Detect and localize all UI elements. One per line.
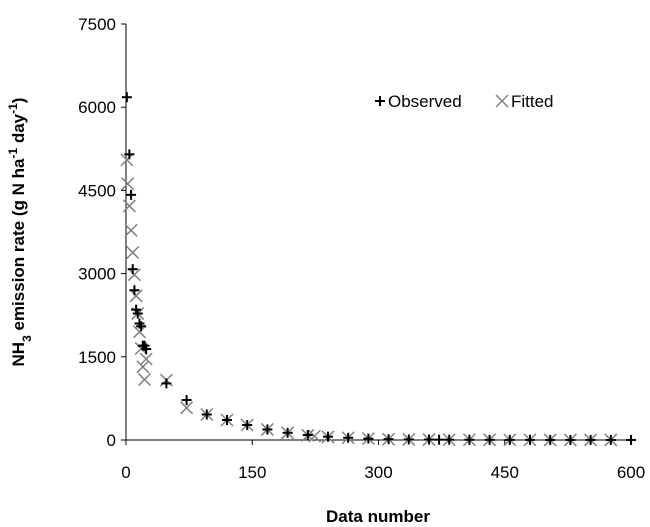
y-axis-title-mid2: day xyxy=(9,113,28,148)
observed-point xyxy=(242,420,253,431)
observed-point xyxy=(161,378,172,389)
x-tick-label: 300 xyxy=(364,463,392,482)
observed-point xyxy=(403,434,414,445)
x-ticks: 0 150 300 450 600 xyxy=(121,440,645,482)
y-tick-label: 1500 xyxy=(78,348,116,367)
observed-point xyxy=(262,424,273,435)
y-tick-label: 6000 xyxy=(78,98,116,117)
y-axis-title-post: ) xyxy=(9,98,28,104)
observed-point xyxy=(222,415,232,426)
observed-point xyxy=(129,285,140,296)
fitted-point xyxy=(137,373,152,387)
axes xyxy=(125,24,631,441)
y-axis-title: NH3 emission rate (g N ha-1 day-1) xyxy=(6,98,34,367)
fitted-point xyxy=(308,429,322,443)
y-ticks: 0 1500 3000 4500 6000 7500 xyxy=(78,15,126,450)
fitted-point xyxy=(126,245,140,260)
observed-point xyxy=(136,321,147,332)
observed-point xyxy=(121,92,132,103)
legend-marker-fitted xyxy=(495,94,509,108)
observed-point xyxy=(484,434,495,445)
observed-point xyxy=(565,434,576,445)
observed-point xyxy=(201,409,212,420)
fitted-point xyxy=(121,177,135,191)
observed-point xyxy=(605,434,616,445)
legend: Observed Fitted xyxy=(375,92,554,111)
fitted-point xyxy=(129,289,143,303)
observed-point xyxy=(363,433,374,444)
observed-point xyxy=(525,434,535,445)
y-axis-title-sup1: -1 xyxy=(6,148,20,159)
observed-point xyxy=(504,434,515,445)
fitted-point xyxy=(122,199,136,213)
fitted-point xyxy=(136,360,150,374)
y-tick-label: 7500 xyxy=(78,15,116,34)
observed-point xyxy=(343,432,354,443)
y-tick-label: 0 xyxy=(107,431,116,450)
observed-point xyxy=(323,431,333,442)
fitted-point xyxy=(120,153,134,167)
data-points xyxy=(120,92,636,447)
observed-point xyxy=(585,434,596,445)
observed-point xyxy=(124,149,135,160)
observed-point xyxy=(545,434,556,445)
observed-point xyxy=(383,434,394,445)
observed-point xyxy=(302,430,313,441)
x-tick-label: 150 xyxy=(238,463,266,482)
y-tick-label: 4500 xyxy=(78,181,116,200)
fitted-point xyxy=(139,352,153,366)
x-tick-label: 0 xyxy=(121,463,130,482)
legend-label-fitted: Fitted xyxy=(511,92,554,111)
fitted-point xyxy=(132,325,146,339)
observed-point xyxy=(444,434,455,445)
fitted-point xyxy=(180,401,194,415)
observed-point xyxy=(127,264,138,275)
legend-marker-observed xyxy=(375,96,385,106)
observed-point xyxy=(464,434,475,445)
observed-point xyxy=(626,434,636,445)
y-axis-title-mid: emission rate (g N ha xyxy=(9,158,28,335)
observed-point xyxy=(282,427,293,438)
observed-point xyxy=(141,344,152,355)
y-tick-label: 3000 xyxy=(78,265,116,284)
y-axis-title-sub: 3 xyxy=(20,335,34,342)
fitted-point xyxy=(124,223,138,237)
x-axis-title: Data number xyxy=(326,507,430,526)
y-axis-title-sup2: -1 xyxy=(6,103,20,114)
y-axis-title-pre: NH xyxy=(9,342,28,367)
observed-point xyxy=(424,434,434,445)
x-tick-label: 450 xyxy=(491,463,519,482)
fitted-point xyxy=(127,268,141,282)
x-tick-label: 600 xyxy=(617,463,645,482)
observed-point xyxy=(126,189,137,200)
observed-point xyxy=(132,308,143,319)
observed-point xyxy=(434,434,445,445)
observed-point xyxy=(181,395,192,406)
legend-label-observed: Observed xyxy=(388,92,462,111)
